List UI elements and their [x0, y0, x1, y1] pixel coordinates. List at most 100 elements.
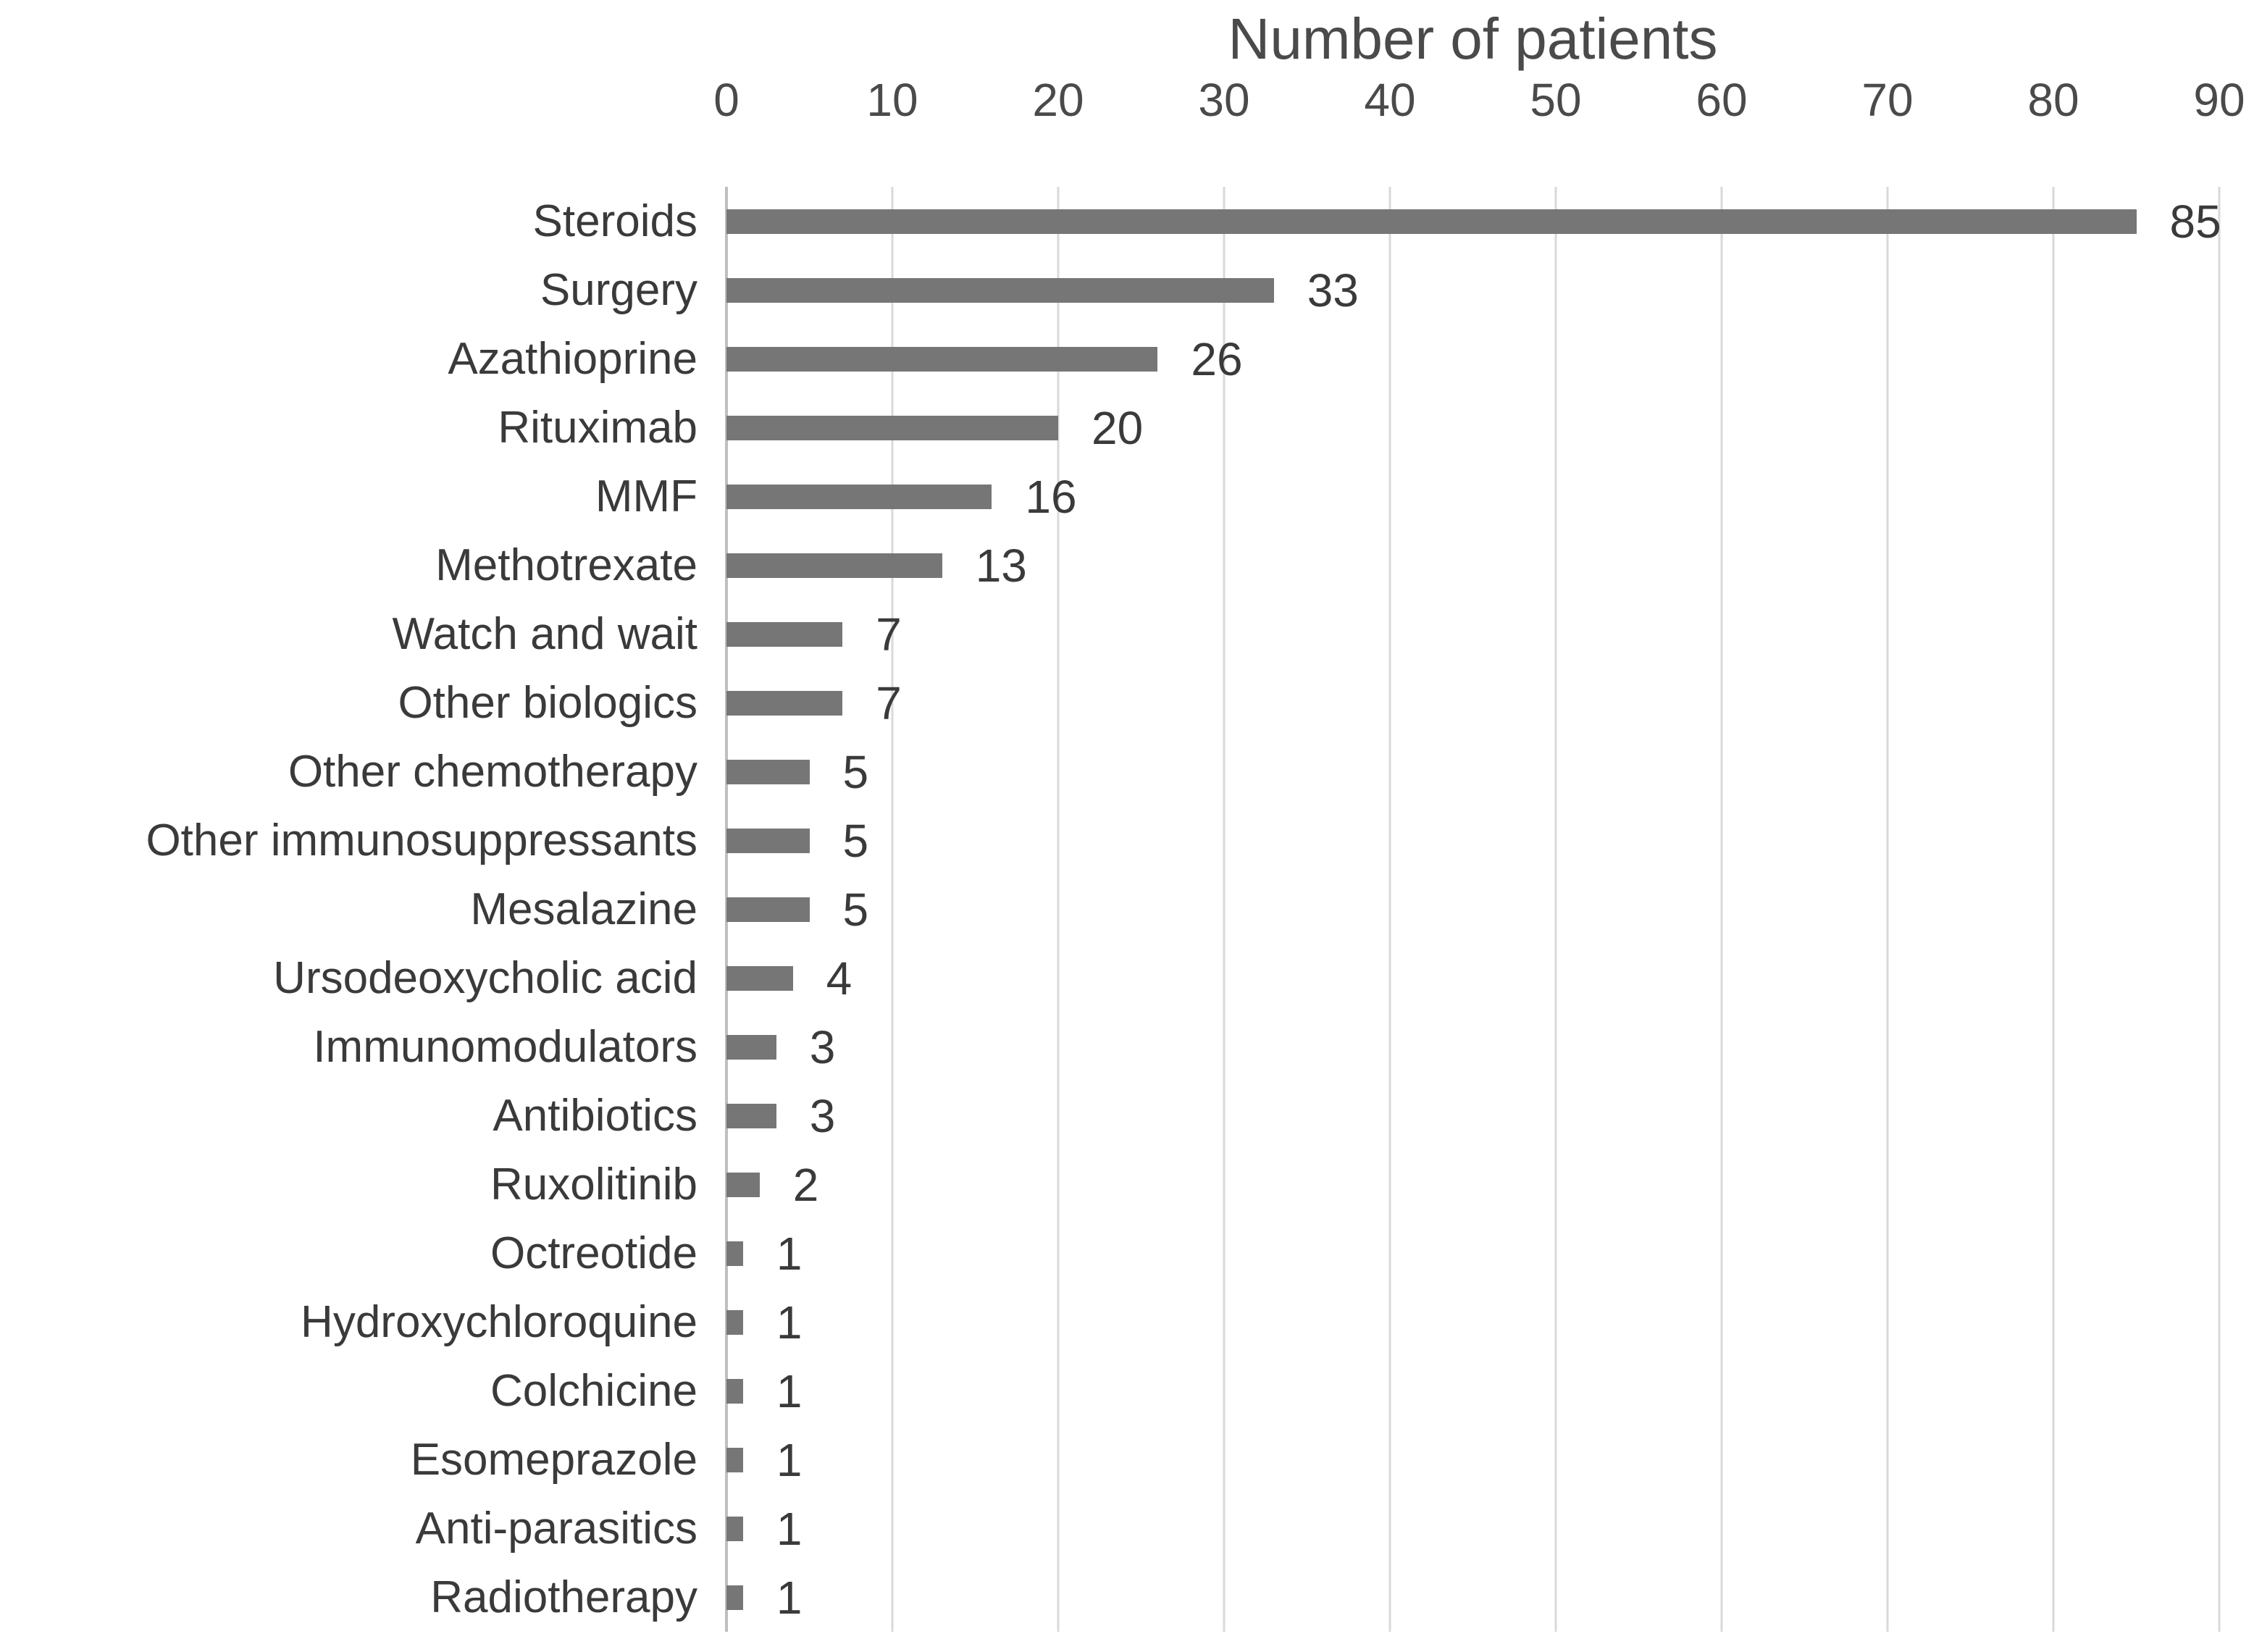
x-axis-tick-10: 10 [866, 74, 918, 126]
category-label: Octreotide [490, 1228, 697, 1278]
data-label: 26 [1191, 332, 1243, 385]
bar-row: 3 [726, 1081, 2219, 1150]
category-label: Other biologics [398, 677, 697, 728]
bar-row: 13 [726, 531, 2219, 600]
data-label: 7 [876, 608, 902, 661]
bar [726, 1378, 743, 1404]
bar [726, 209, 2137, 234]
bar [726, 1516, 743, 1541]
x-axis-tick-20: 20 [1032, 74, 1084, 126]
category-label: Radiotherapy [430, 1572, 697, 1622]
bar-row: 33 [726, 256, 2219, 324]
bar-row: 1 [726, 1288, 2219, 1357]
category-label: Mesalazine [470, 884, 697, 934]
bar-row: 85 [726, 187, 2221, 256]
category-label: Immunomodulators [313, 1021, 697, 1072]
data-label: 33 [1307, 264, 1359, 316]
data-label: 3 [809, 1089, 836, 1142]
category-label: Watch and wait [392, 608, 697, 659]
data-label: 1 [776, 1296, 803, 1349]
bar-row: 1 [726, 1563, 2219, 1632]
gridline-40 [1388, 187, 1391, 1632]
bar-row: 7 [726, 668, 2219, 737]
data-label: 1 [776, 1227, 803, 1280]
chart-title: Number of patients [1228, 7, 1718, 71]
data-label: 5 [842, 814, 869, 867]
data-label: 1 [776, 1502, 803, 1555]
x-axis-tick-60: 60 [1696, 74, 1748, 126]
bar [726, 1585, 743, 1610]
bar-row: 2 [726, 1150, 2219, 1219]
category-label: MMF [595, 471, 697, 521]
bar-row: 1 [726, 1357, 2219, 1425]
y-axis-category-labels: Steroids Surgery Azathioprine Rituximab MMF M… [0, 187, 726, 1632]
gridline-10 [891, 187, 894, 1632]
x-axis-tick-30: 30 [1198, 74, 1250, 126]
x-axis-tick-80: 80 [2027, 74, 2079, 126]
bar-row: 1 [726, 1219, 2219, 1288]
bar [726, 1241, 743, 1266]
bars-layer: 85 33 26 20 16 13 7 7 5 5 5 4 3 3 2 1 1 1 1 1 1 [726, 187, 2221, 1632]
gridline-30 [1223, 187, 1226, 1632]
category-label: Rituximab [498, 402, 697, 453]
data-label: 85 [2169, 195, 2221, 248]
bar [726, 1309, 743, 1335]
bar [726, 346, 1158, 372]
bar [726, 415, 1058, 440]
gridline-60 [1720, 187, 1723, 1632]
category-label: Colchicine [490, 1365, 697, 1416]
data-label: 1 [776, 1571, 803, 1624]
gridline-20 [1057, 187, 1060, 1632]
data-label: 2 [792, 1158, 819, 1211]
category-label: Antibiotics [493, 1090, 697, 1141]
bar [726, 1034, 776, 1060]
bar [726, 621, 843, 647]
bar [726, 897, 810, 922]
bar [726, 1172, 760, 1197]
x-axis-tick-90: 90 [2193, 74, 2245, 126]
data-label: 13 [975, 539, 1027, 592]
x-axis-tick-50: 50 [1530, 74, 1582, 126]
x-axis-tick-70: 70 [1861, 74, 1914, 126]
bar [726, 553, 942, 578]
category-label: Other immunosuppressants [146, 815, 697, 865]
bar [726, 277, 1274, 303]
bar-row: 5 [726, 806, 2219, 875]
category-label: Ursodeoxycholic acid [273, 952, 697, 1003]
x-axis: 0 10 20 30 40 50 60 70 80 90 [713, 74, 2245, 135]
gridline-70 [1886, 187, 1889, 1632]
bar-row: 5 [726, 737, 2219, 806]
category-label: Hydroxychloroquine [301, 1296, 697, 1347]
category-label: Other chemotherapy [288, 746, 697, 797]
bar-row: 1 [726, 1425, 2219, 1494]
gridline-90 [2218, 187, 2221, 1632]
category-label: Steroids [532, 196, 697, 246]
bar [726, 1103, 776, 1128]
bar [726, 759, 810, 784]
data-label: 7 [876, 676, 902, 729]
data-label: 5 [842, 745, 869, 798]
bar-row: 1 [726, 1494, 2219, 1563]
plot-area: 85 33 26 20 16 13 7 7 5 5 5 4 3 3 2 1 1 1 1 1 1 [725, 187, 2221, 1632]
bar [726, 1447, 743, 1472]
data-label: 4 [826, 952, 852, 1005]
bar-row: 5 [726, 875, 2219, 944]
data-label: 5 [842, 883, 869, 936]
bar-row: 20 [726, 393, 2219, 462]
gridline-50 [1554, 187, 1557, 1632]
data-label: 16 [1025, 470, 1077, 523]
category-label: Azathioprine [448, 333, 697, 384]
x-axis-tick-40: 40 [1364, 74, 1416, 126]
bar-row: 26 [726, 324, 2219, 393]
category-label: Esomeprazole [410, 1434, 697, 1485]
data-label: 1 [776, 1364, 803, 1417]
data-label: 1 [776, 1433, 803, 1486]
bar-row: 16 [726, 462, 2219, 531]
bar-row: 4 [726, 944, 2219, 1012]
bar [726, 828, 810, 853]
data-label: 20 [1092, 401, 1144, 454]
bar [726, 484, 992, 509]
bar-row: 3 [726, 1012, 2219, 1081]
category-label: Anti-parasitics [415, 1503, 697, 1554]
